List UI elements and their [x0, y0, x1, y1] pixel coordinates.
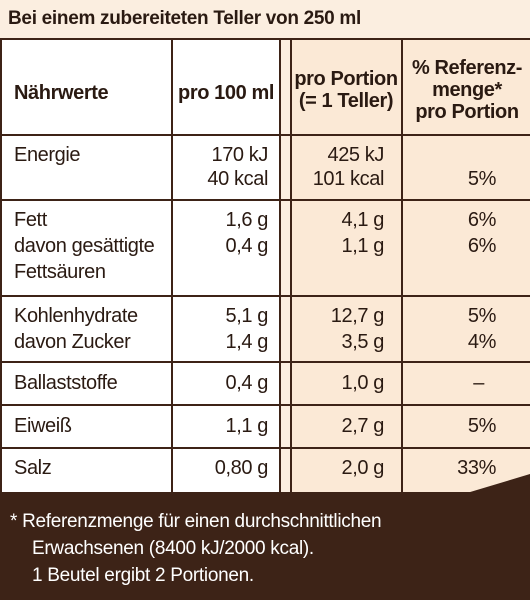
- nutrient-name: Energie: [14, 144, 81, 166]
- per100-value: 5,1 g: [225, 305, 269, 327]
- portion-header-line1: pro Portion: [294, 68, 398, 90]
- portion-value: 425 kJ: [327, 144, 384, 166]
- ref-value: 4%: [467, 331, 497, 353]
- column-divider-3: [290, 38, 292, 492]
- portion-value: 2,0 g: [341, 457, 385, 479]
- nutrient-name: davon Zucker: [14, 331, 131, 353]
- per100-value: 170 kJ: [211, 144, 268, 166]
- per100-value: 40 kcal: [207, 168, 268, 190]
- ref-value: 6%: [467, 235, 497, 257]
- left-border: [0, 38, 2, 492]
- footnote-line: * Referenzmenge für einen durchschnittli…: [10, 511, 382, 532]
- per100-value: 1,1 g: [225, 415, 269, 437]
- column-gap: [281, 38, 290, 492]
- nutrient-name: davon gesättigte: [14, 235, 155, 257]
- row-divider: [0, 447, 530, 449]
- portion-value: 12,7 g: [330, 305, 385, 327]
- ref-value: –: [473, 372, 484, 394]
- ref-value: 5%: [467, 305, 497, 327]
- footnote-line: Erwachsenen (8400 kJ/2000 kcal).: [32, 538, 314, 559]
- row-divider: [0, 361, 530, 363]
- column-divider-2: [279, 38, 281, 492]
- per100-value: 1,4 g: [225, 331, 269, 353]
- nutrient-name: Fett: [14, 209, 47, 231]
- ref-value: 5%: [467, 415, 497, 437]
- portion-value: 1,1 g: [341, 235, 385, 257]
- footnote-line: 1 Beutel ergibt 2 Portionen.: [32, 565, 254, 586]
- portion-value: 101 kcal: [312, 168, 385, 190]
- per100-value: 1,6 g: [225, 209, 269, 231]
- column-divider-4: [401, 38, 403, 492]
- serving-header: Bei einem zubereiteten Teller von 250 ml: [0, 0, 530, 38]
- portion-header-line2: (= 1 Teller): [298, 90, 394, 112]
- per100-header: pro 100 ml: [178, 82, 275, 104]
- footnote: * Referenzmenge für einen durchschnittli…: [0, 492, 530, 600]
- row-divider: [0, 404, 530, 406]
- nutrient-name: Salz: [14, 457, 52, 479]
- ref-value: 6%: [467, 209, 497, 231]
- nutrient-header: Nährwerte: [14, 82, 109, 104]
- per100-value: 0,4 g: [225, 235, 269, 257]
- nutrient-name: Kohlenhydrate: [14, 305, 138, 327]
- ref-header-line3: pro Portion: [415, 101, 519, 123]
- nutrient-name: Fettsäuren: [14, 261, 106, 283]
- column-divider-1: [171, 38, 173, 492]
- nutrient-name: Ballaststoffe: [14, 372, 118, 394]
- nutrient-name: Eiweiß: [14, 415, 72, 437]
- per100-value: 0,80 g: [214, 457, 269, 479]
- row-divider: [0, 134, 530, 136]
- nutrient-column-bg: [0, 38, 281, 492]
- portion-value: 4,1 g: [341, 209, 385, 231]
- row-divider: [0, 199, 530, 201]
- ref-header-line1: % Referenz-: [411, 57, 523, 79]
- ref-value: 5%: [467, 168, 497, 190]
- row-divider: [0, 295, 530, 297]
- portion-value: 2,7 g: [341, 415, 385, 437]
- portion-value: 1,0 g: [341, 372, 385, 394]
- portion-column-bg: [290, 38, 530, 492]
- portion-value: 3,5 g: [341, 331, 385, 353]
- ref-header-line2: menge*: [432, 79, 502, 101]
- top-border: [0, 38, 530, 40]
- ref-value: 33%: [457, 457, 496, 479]
- per100-value: 0,4 g: [225, 372, 269, 394]
